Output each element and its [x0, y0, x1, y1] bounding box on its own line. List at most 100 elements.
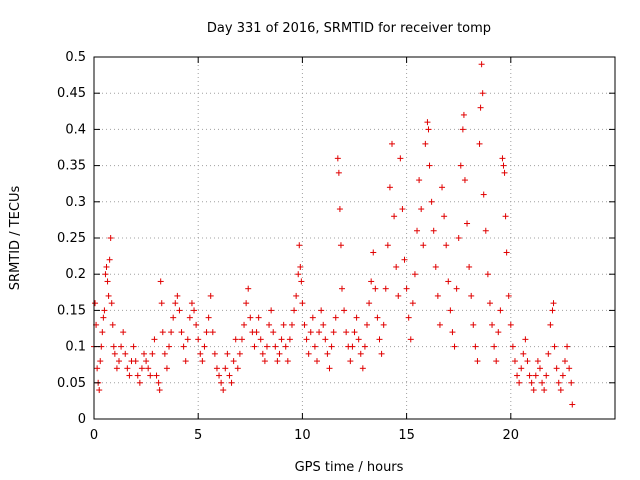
data-point — [374, 314, 381, 321]
y-tick-label: 0.45 — [57, 86, 86, 101]
data-point — [141, 350, 148, 357]
data-point — [486, 300, 493, 307]
y-tick-label: 0.15 — [57, 303, 86, 318]
data-point — [561, 358, 568, 365]
x-tick-label: 20 — [503, 428, 520, 443]
data-point — [149, 350, 156, 357]
data-point — [511, 358, 518, 365]
data-point — [226, 372, 233, 379]
data-point — [147, 372, 154, 379]
data-point — [409, 300, 416, 307]
data-point — [332, 314, 339, 321]
data-point — [157, 278, 164, 285]
data-point — [151, 336, 158, 343]
data-point — [389, 140, 396, 147]
data-point — [355, 336, 362, 343]
data-point — [376, 336, 383, 343]
y-tick-label: 0.5 — [65, 50, 86, 65]
data-point — [495, 329, 502, 336]
data-point — [316, 329, 323, 336]
data-point — [205, 314, 212, 321]
data-point — [172, 300, 179, 307]
data-point — [568, 379, 575, 386]
data-point — [564, 343, 571, 350]
data-point — [107, 235, 114, 241]
data-point — [108, 300, 115, 307]
data-point — [543, 372, 550, 379]
data-point — [434, 292, 441, 299]
data-point — [441, 213, 448, 220]
data-point — [361, 343, 368, 350]
data-point — [459, 126, 466, 133]
data-point — [349, 343, 356, 350]
data-point — [477, 104, 484, 111]
data-point — [528, 379, 535, 386]
data-point — [451, 343, 458, 350]
data-point — [102, 271, 109, 278]
data-point — [503, 249, 510, 256]
data-points — [91, 61, 576, 408]
data-point — [291, 307, 298, 314]
data-point — [105, 292, 112, 299]
data-point — [418, 206, 425, 213]
data-point — [399, 206, 406, 213]
data-point — [497, 307, 504, 314]
data-point — [166, 343, 173, 350]
data-point — [97, 358, 104, 365]
data-point — [220, 387, 227, 394]
data-point — [505, 292, 512, 299]
axis-ticks — [93, 56, 615, 420]
data-point — [380, 321, 387, 328]
data-point — [293, 292, 300, 299]
data-point — [357, 350, 364, 357]
data-point — [428, 198, 435, 205]
data-point — [295, 271, 302, 278]
data-point — [384, 242, 391, 249]
data-point — [195, 336, 202, 343]
data-point — [263, 343, 270, 350]
data-point — [351, 329, 358, 336]
data-point — [266, 321, 273, 328]
x-tick-label: 0 — [90, 428, 98, 443]
data-point — [274, 358, 281, 365]
data-point — [288, 321, 295, 328]
data-point — [197, 350, 204, 357]
data-point — [395, 292, 402, 299]
data-point — [303, 336, 310, 343]
data-point — [101, 307, 108, 314]
data-point — [124, 365, 131, 372]
data-point — [453, 285, 460, 292]
data-point — [130, 343, 137, 350]
x-tick-label: 15 — [398, 428, 415, 443]
data-point — [541, 387, 548, 394]
data-point — [559, 372, 566, 379]
data-point — [539, 379, 546, 386]
data-point — [313, 358, 320, 365]
data-point — [120, 329, 127, 336]
x-tick-label: 10 — [294, 428, 311, 443]
data-point — [461, 177, 468, 184]
data-point — [443, 242, 450, 249]
y-tick-label: 0.2 — [65, 267, 86, 282]
data-point — [507, 321, 514, 328]
y-tick-label: 0 — [78, 412, 86, 427]
data-point — [569, 401, 576, 408]
data-point — [213, 365, 220, 372]
x-axis-title: GPS time / hours — [295, 460, 404, 475]
data-point — [251, 343, 258, 350]
data-point — [261, 358, 268, 365]
data-point — [416, 177, 423, 184]
data-point — [460, 111, 467, 118]
data-point — [334, 155, 341, 162]
data-point — [159, 329, 166, 336]
data-point — [514, 372, 521, 379]
y-tick-label: 0.3 — [65, 195, 86, 210]
data-point — [478, 61, 485, 68]
data-point — [211, 350, 218, 357]
data-point — [161, 350, 168, 357]
data-point — [132, 358, 139, 365]
data-point — [318, 307, 325, 314]
data-point — [153, 372, 160, 379]
data-point — [500, 162, 507, 169]
data-point — [551, 343, 558, 350]
